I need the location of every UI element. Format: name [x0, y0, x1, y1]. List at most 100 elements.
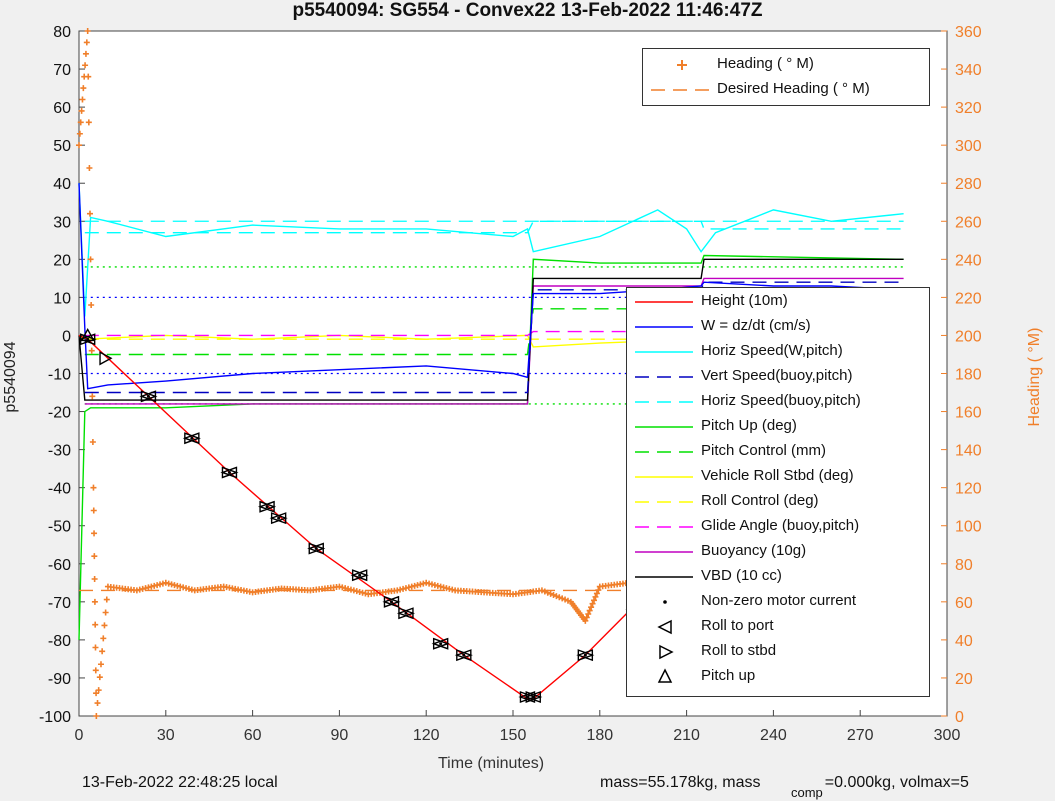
heading-point — [589, 600, 596, 607]
y2-tick-label: 180 — [955, 367, 982, 384]
y2-tick-label: 120 — [955, 481, 982, 498]
motor-marker — [576, 649, 595, 662]
heading-point — [582, 617, 589, 624]
legend-label: Horiz Speed(buoy,pitch) — [701, 392, 861, 409]
legend-entry: Roll Control (deg) — [627, 490, 929, 515]
y-tick-label: -60 — [48, 557, 71, 574]
footer-mass: mass=55.178kg, mass comp=0.000kg, volmax… — [600, 774, 969, 800]
y2-tick-label: 340 — [955, 62, 982, 79]
x-tick-label: 90 — [331, 727, 349, 744]
heading-point — [559, 595, 566, 602]
motor-marker — [220, 466, 239, 479]
motor-marker — [396, 607, 416, 620]
legend-swatch — [635, 401, 693, 403]
legend-entry: Heading ( ° M) — [643, 53, 929, 78]
legend-label: Desired Heading ( ° M) — [717, 80, 870, 97]
heading-point — [77, 119, 84, 126]
x-tick-label: 210 — [673, 727, 700, 744]
legend-swatch — [635, 551, 693, 553]
x-tick-label: 180 — [586, 727, 613, 744]
heading-point — [84, 28, 91, 34]
y-tick-label: -20 — [48, 405, 71, 422]
horiz-speed-buoy-series — [84, 220, 904, 234]
legend-swatch — [635, 451, 693, 453]
motor-current-dot — [439, 642, 443, 646]
y-tick-label: -80 — [48, 633, 71, 650]
y2-tick-label: 240 — [955, 252, 982, 269]
heading-point — [562, 596, 569, 603]
legend-swatch — [677, 60, 687, 70]
legend-entry: Pitch Up (deg) — [627, 415, 929, 440]
heading-point — [90, 507, 97, 514]
chart-title: p5540094: SG554 - Convex22 13-Feb-2022 1… — [292, 0, 763, 21]
y2-tick-label: 320 — [955, 100, 982, 117]
y-tick-label: -90 — [48, 671, 71, 688]
heading-point — [89, 393, 96, 400]
y2-tick-label: 360 — [955, 24, 982, 41]
legend-swatch — [635, 576, 693, 578]
heading-point — [556, 594, 563, 601]
main-legend: Height (10m) W = dz/dt (cm/s) Horiz Speed(… — [626, 287, 930, 697]
legend-swatch — [635, 526, 693, 528]
footer-mass-prefix: mass=55.178kg, mass — [600, 774, 761, 791]
legend-label: Non-zero motor current — [701, 592, 857, 609]
legend-swatch — [651, 89, 709, 91]
legend-swatch — [657, 668, 673, 683]
y2-tick-label: 160 — [955, 405, 982, 422]
y2-tick-label: 60 — [955, 595, 973, 612]
heading-point — [101, 622, 108, 629]
y2-tick-label: 220 — [955, 290, 982, 307]
y-tick-label: -10 — [48, 367, 71, 384]
heading-point — [86, 210, 93, 217]
motor-marker — [524, 690, 543, 703]
legend-entry: Pitch up — [627, 665, 929, 690]
heading-point — [585, 611, 592, 618]
heading-point — [592, 593, 599, 600]
motor-marker — [454, 649, 473, 662]
heading-point — [595, 587, 602, 594]
motor-marker — [78, 333, 97, 346]
heading-point — [91, 553, 98, 560]
motor-marker — [269, 512, 288, 525]
heading-point — [100, 635, 107, 642]
heading-point — [88, 347, 95, 354]
y-tick-label: 40 — [53, 176, 71, 193]
y-tick-label: -70 — [48, 595, 71, 612]
motor-marker — [139, 390, 158, 403]
motor-current-dot — [190, 436, 194, 440]
heading-point — [93, 690, 100, 697]
legend-swatch — [635, 376, 693, 378]
heading-point — [79, 96, 86, 103]
legend-label: Pitch up — [701, 667, 756, 684]
vbd-series — [78, 258, 904, 401]
heading-point — [541, 588, 548, 595]
y2-tick-label: 280 — [955, 176, 982, 193]
motor-current-dot — [227, 470, 231, 474]
x-tick-label: 0 — [75, 727, 84, 744]
legend-label: Roll Control (deg) — [701, 492, 819, 509]
x-tick-label: 150 — [500, 727, 527, 744]
heading-point — [88, 302, 95, 308]
legend-swatch — [635, 501, 693, 503]
vert-speed-buoy-series — [84, 281, 904, 394]
motor-marker — [431, 637, 450, 650]
legend-entry: Horiz Speed(buoy,pitch) — [627, 390, 929, 415]
motor-current-dot — [531, 695, 535, 699]
heading-point — [87, 256, 94, 263]
x-axis-label: Time (minutes) — [438, 755, 545, 772]
heading-point — [547, 590, 554, 597]
y-tick-label: 80 — [53, 24, 71, 41]
heading-point — [99, 648, 106, 655]
legend-label: Pitch Up (deg) — [701, 417, 797, 434]
legend-entry: Desired Heading ( ° M) — [643, 78, 929, 103]
heading-point — [95, 687, 102, 694]
footer-mass-subscript: comp — [790, 785, 823, 801]
legend-label: Heading ( ° M) — [717, 55, 814, 72]
legend-swatch — [659, 644, 674, 660]
heading-point — [583, 614, 590, 621]
y-tick-label: 60 — [53, 100, 71, 117]
legend-swatch — [657, 619, 672, 635]
motor-current-dot — [462, 653, 466, 657]
heading-point — [544, 589, 551, 596]
heading-point — [586, 607, 593, 614]
